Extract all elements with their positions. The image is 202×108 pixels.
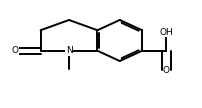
Text: N: N: [65, 46, 72, 55]
Text: O: O: [162, 66, 169, 75]
Text: OH: OH: [159, 28, 173, 37]
Text: O: O: [11, 46, 18, 55]
